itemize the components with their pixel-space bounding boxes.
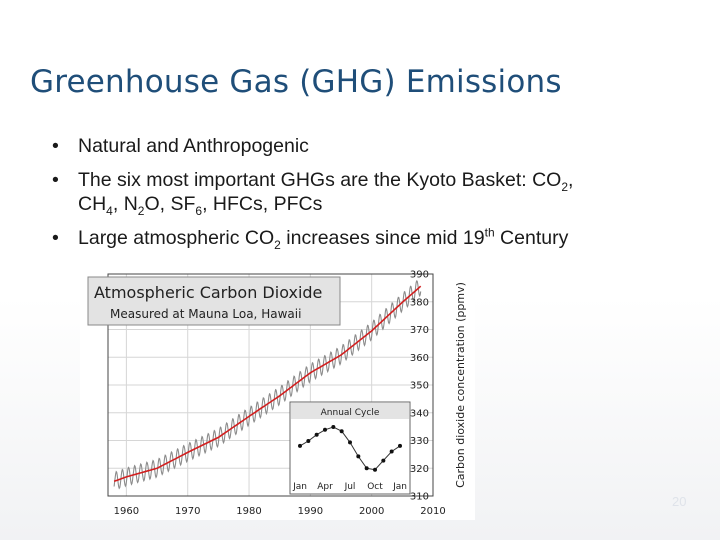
x-tick-label: 1970 [175, 506, 200, 517]
y-tick-label: 330 [410, 436, 429, 447]
subscript: 6 [195, 203, 203, 218]
bullet-dot-icon: • [52, 135, 59, 157]
page-number: 20 [672, 494, 687, 509]
x-tick-label: 1990 [298, 506, 323, 517]
inset-cycle-points [298, 425, 402, 472]
y-axis-label: Carbon dioxide concentration (ppmv) [454, 282, 467, 488]
y-tick-label: 390 [410, 270, 429, 281]
y-tick-label: 320 [410, 464, 429, 475]
bullet-dot-icon: • [52, 227, 59, 249]
slide-title: Greenhouse Gas (GHG) Emissions [30, 64, 562, 100]
inset-point [381, 458, 386, 463]
annual-cycle-inset: Annual Cycle Jan Apr Jul Oct Jan [289, 401, 411, 495]
inset-point [364, 466, 369, 471]
inset-point [348, 440, 352, 445]
inset-point [373, 467, 377, 472]
inset-point [398, 443, 402, 448]
co2-chart-image: Atmospheric Carbon Dioxide Measured at M… [80, 268, 475, 520]
y-tick-label: 350 [410, 381, 429, 392]
subscript: 2 [561, 179, 569, 194]
y-tick-label: 310 [410, 492, 429, 503]
y-tick-label: 380 [410, 297, 429, 308]
inset-title-background [291, 403, 409, 419]
y-tick-label: 370 [410, 325, 429, 336]
inset-point [339, 429, 344, 434]
subscript: 4 [106, 203, 113, 218]
monthly-line [113, 280, 422, 490]
bullet-text: O, SF [144, 193, 196, 215]
bullet-text: The six most important GHGs are the Kyot… [78, 169, 562, 191]
chart-title: Atmospheric Carbon Dioxide [94, 283, 322, 302]
inset-x-tick-label: Jan [392, 482, 407, 492]
bullet-text: CH [78, 193, 107, 215]
x-tick-label: 1960 [114, 506, 139, 517]
chart-title-box: Atmospheric Carbon Dioxide Measured at M… [87, 276, 341, 326]
bullet-dot-icon: • [52, 169, 59, 191]
bullet-natural-anthropogenic: • Natural and Anthropogenic [48, 134, 708, 158]
subscript: 2 [274, 237, 281, 252]
annual-mean-series [113, 285, 422, 483]
inset-point [323, 427, 327, 432]
plot-frame [107, 273, 434, 497]
bullet-text: Large atmospheric CO [78, 227, 275, 249]
co2-chart: Atmospheric Carbon Dioxide Measured at M… [80, 268, 475, 520]
bullet-text: Century [494, 227, 569, 249]
x-tick-label: 1980 [236, 506, 261, 517]
bullet-text: , [568, 169, 574, 191]
y-tick-labels: 310 320 330 340 350 360 370 380 390 [410, 270, 429, 503]
inset-point [389, 449, 394, 454]
x-tick-labels: 1960 1970 1980 1990 2000 2010 [114, 506, 446, 517]
x-tick-label: 2000 [359, 506, 384, 517]
bullet-text: Natural and Anthropogenic [78, 135, 309, 157]
annual-mean-line [113, 285, 422, 483]
inset-title: Annual Cycle [321, 408, 380, 418]
inset-point [331, 425, 336, 429]
bullet-kyoto-basket: • The six most important GHGs are the Ky… [48, 168, 708, 218]
bullet-co2-increase: • Large atmospheric CO2 increases since … [48, 225, 708, 252]
monthly-series [113, 280, 422, 490]
title-box-background [87, 276, 341, 326]
bullet-list: • Natural and Anthropogenic • The six mo… [48, 134, 708, 260]
inset-point [356, 454, 361, 459]
inset-point [314, 432, 319, 437]
chart-subtitle: Measured at Mauna Loa, Hawaii [110, 307, 301, 321]
inset-point [306, 439, 311, 443]
bullet-text: increases since mid 19 [280, 227, 485, 249]
subscript: 2 [137, 203, 145, 218]
y-tick-label: 340 [410, 408, 429, 419]
inset-x-tick-label: Apr [317, 482, 333, 492]
inset-x-tick-label: Oct [367, 482, 383, 492]
inset-point [298, 443, 302, 448]
inset-x-tick-label: Jul [344, 482, 356, 492]
y-tick-label: 360 [410, 353, 429, 364]
x-tick-label: 2010 [420, 506, 445, 517]
inset-x-tick-label: Jan [292, 482, 307, 492]
inset-x-tick-labels: Jan Apr Jul Oct Jan [292, 482, 407, 492]
bullet-text: , HFCs, PFCs [202, 193, 323, 215]
bullet-text: , N [112, 193, 138, 215]
superscript: th [484, 225, 495, 240]
